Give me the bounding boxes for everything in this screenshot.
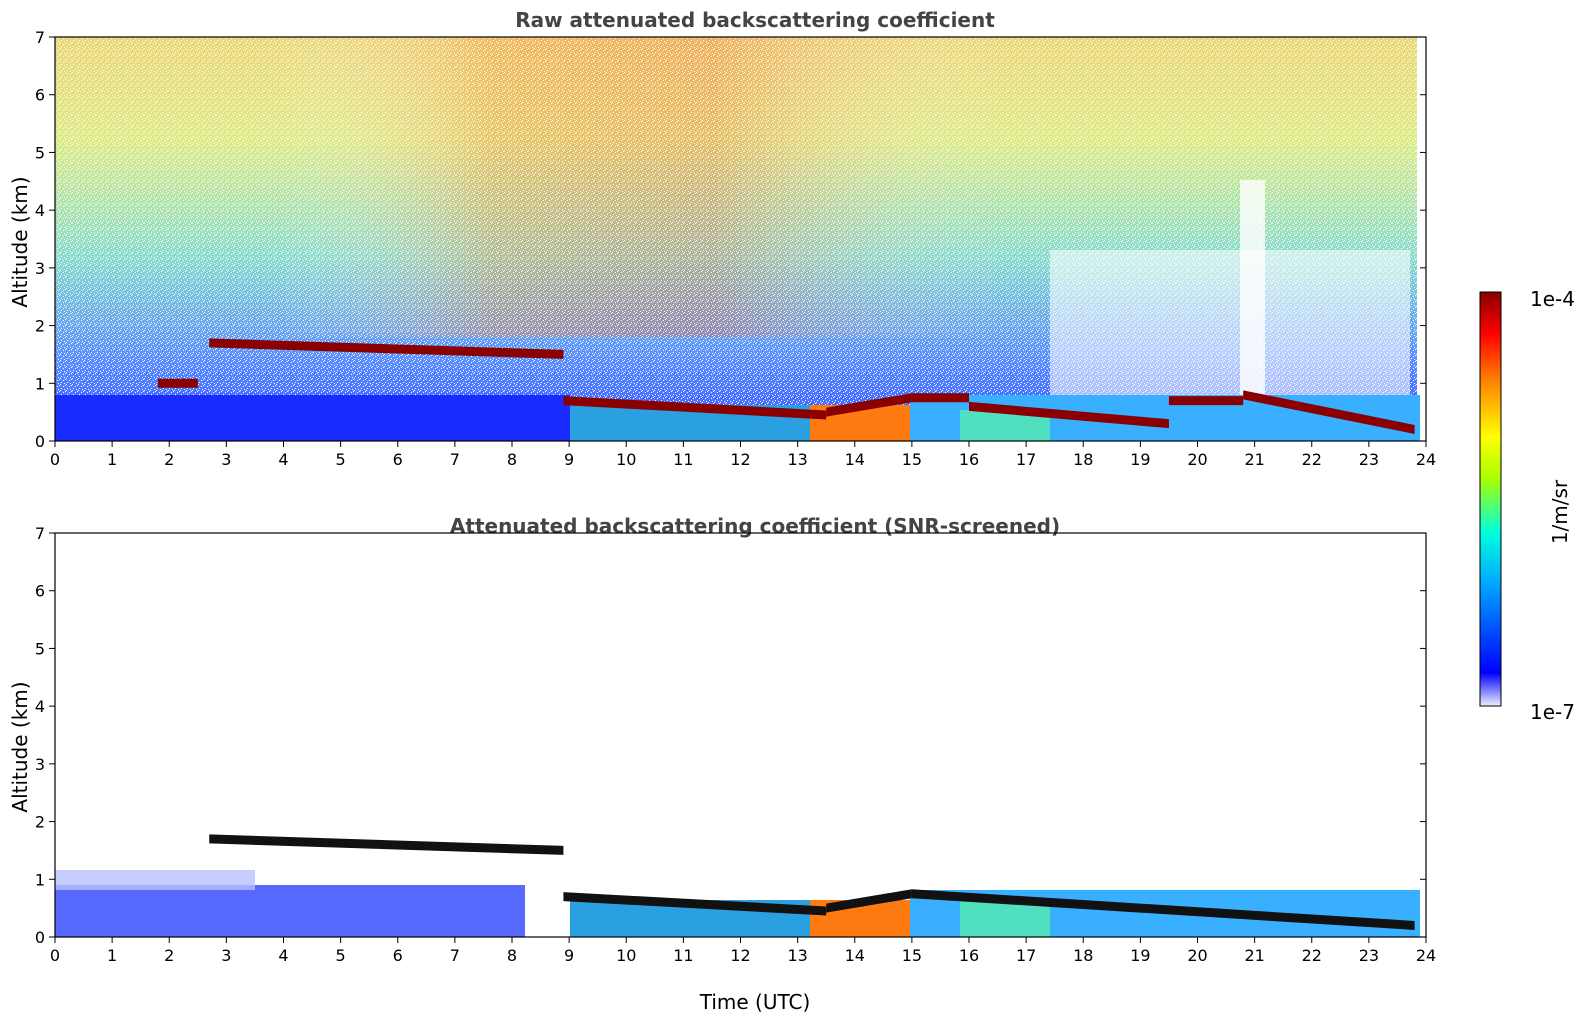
top-x-tick-label: 1 xyxy=(107,450,117,469)
bottom-x-tick-label: 19 xyxy=(1130,946,1150,965)
bottom-y-tick-label: 2 xyxy=(35,813,45,832)
top-cloud-layer xyxy=(157,378,198,388)
top-axis-ticks: 0 1 2 3 4 5 6 7 8 9 10 11 12 13 14 15 16 17 18 19 20 21 22 23 24… xyxy=(35,28,1436,469)
bottom-axis-ticks: 0 1 2 3 4 5 6 7 8 9 10 11 12 13 14 15 16 17 18 19 20 21 22 23 24… xyxy=(35,524,1436,965)
top-x-tick-label: 21 xyxy=(1244,450,1264,469)
top-cloud-layer xyxy=(911,393,969,403)
bottom-cloud-layer xyxy=(911,889,1415,930)
top-x-tick-label: 8 xyxy=(507,450,517,469)
top-y-tick-label: 5 xyxy=(35,143,45,162)
top-x-tick-label: 10 xyxy=(616,450,636,469)
top-x-tick-label: 11 xyxy=(673,450,693,469)
top-x-tick-label: 14 xyxy=(845,450,865,469)
colorbar-max-label: 1e-4 xyxy=(1530,287,1575,311)
top-cloud-layers xyxy=(157,338,1415,434)
top-y-tick-label: 7 xyxy=(35,28,45,47)
top-x-tick-label: 9 xyxy=(564,450,574,469)
top-cloud-layer xyxy=(1243,390,1415,434)
bottom-x-tick-label: 9 xyxy=(564,946,574,965)
top-cloud-layer xyxy=(209,338,564,359)
bottom-x-tick-label: 12 xyxy=(730,946,750,965)
top-x-tick-label: 7 xyxy=(450,450,460,469)
bottom-x-tick-label: 23 xyxy=(1359,946,1379,965)
top-y-tick-label: 3 xyxy=(35,259,45,278)
bottom-y-tick-label: 4 xyxy=(35,697,45,716)
top-cloud-layer xyxy=(969,401,1169,429)
bottom-cloud-layer xyxy=(826,889,912,913)
top-x-tick-label: 23 xyxy=(1359,450,1379,469)
colorbar-min-label: 1e-7 xyxy=(1530,700,1575,724)
top-x-tick-label: 12 xyxy=(730,450,750,469)
top-x-tick-label: 19 xyxy=(1130,450,1150,469)
bottom-x-tick-label: 7 xyxy=(450,946,460,965)
bottom-x-tick-label: 4 xyxy=(278,946,288,965)
bottom-cloud-layer xyxy=(563,892,827,916)
top-heatmap-field xyxy=(55,37,1420,441)
top-x-tick-label: 2 xyxy=(164,450,174,469)
bottom-y-tick-label: 1 xyxy=(35,870,45,889)
top-x-tick-label: 17 xyxy=(1016,450,1036,469)
bottom-y-tick-label: 7 xyxy=(35,524,45,543)
top-y-tick-label: 1 xyxy=(35,374,45,393)
top-x-tick-label: 20 xyxy=(1187,450,1207,469)
top-cloud-layer xyxy=(826,393,912,417)
bottom-x-tick-label: 8 xyxy=(507,946,517,965)
top-y-tick-label: 6 xyxy=(35,86,45,105)
bottom-x-tick-label: 1 xyxy=(107,946,117,965)
top-x-tick-label: 0 xyxy=(50,450,60,469)
top-x-tick-label: 22 xyxy=(1302,450,1322,469)
bottom-x-tick-label: 22 xyxy=(1302,946,1322,965)
top-panel-title: Raw attenuated backscattering coefficien… xyxy=(515,8,995,32)
top-x-tick-label: 16 xyxy=(959,450,979,469)
bottom-plot-frame xyxy=(54,532,1427,938)
bottom-x-tick-label: 17 xyxy=(1016,946,1036,965)
bottom-x-tick-label: 2 xyxy=(164,946,174,965)
bottom-y-tick-label: 0 xyxy=(35,928,45,947)
bottom-panel-title: Attenuated backscattering coefficient (S… xyxy=(449,514,1061,538)
top-x-tick-label: 5 xyxy=(336,450,346,469)
bottom-x-tick-label: 16 xyxy=(959,946,979,965)
bottom-x-tick-label: 3 xyxy=(221,946,231,965)
colorbar xyxy=(1479,291,1502,707)
bottom-x-tick-label: 14 xyxy=(845,946,865,965)
bottom-y-tick-label: 3 xyxy=(35,755,45,774)
bottom-y-tick-label: 5 xyxy=(35,639,45,658)
bottom-x-tick-label: 5 xyxy=(336,946,346,965)
bottom-x-tick-label: 18 xyxy=(1073,946,1093,965)
top-x-tick-label: 3 xyxy=(221,450,231,469)
bottom-x-tick-label: 6 xyxy=(393,946,403,965)
bottom-x-tick-label: 24 xyxy=(1416,946,1436,965)
x-axis-label: Time (UTC) xyxy=(699,990,811,1014)
bottom-y-tick-label: 6 xyxy=(35,582,45,601)
bottom-x-tick-label: 11 xyxy=(673,946,693,965)
bottom-x-tick-label: 0 xyxy=(50,946,60,965)
top-cloud-layer xyxy=(1168,396,1244,406)
top-x-tick-label: 24 xyxy=(1416,450,1436,469)
top-x-tick-label: 18 xyxy=(1073,450,1093,469)
bottom-x-tick-label: 15 xyxy=(902,946,922,965)
bottom-cloud-layers xyxy=(209,834,1415,930)
top-x-tick-label: 4 xyxy=(278,450,288,469)
top-x-tick-label: 13 xyxy=(787,450,807,469)
top-y-tick-label: 2 xyxy=(35,317,45,336)
bottom-x-tick-label: 20 xyxy=(1187,946,1207,965)
bottom-x-tick-label: 13 xyxy=(787,946,807,965)
bottom-x-tick-label: 10 xyxy=(616,946,636,965)
top-x-tick-label: 6 xyxy=(393,450,403,469)
bottom-x-tick-label: 21 xyxy=(1244,946,1264,965)
top-y-tick-label: 0 xyxy=(35,432,45,451)
colorbar-unit-label: 1/m/sr xyxy=(1548,479,1572,545)
bottom-cloud-layer xyxy=(209,834,564,855)
top-x-tick-label: 15 xyxy=(902,450,922,469)
top-y-tick-label: 4 xyxy=(35,201,45,220)
top-cloud-layer xyxy=(563,396,827,420)
